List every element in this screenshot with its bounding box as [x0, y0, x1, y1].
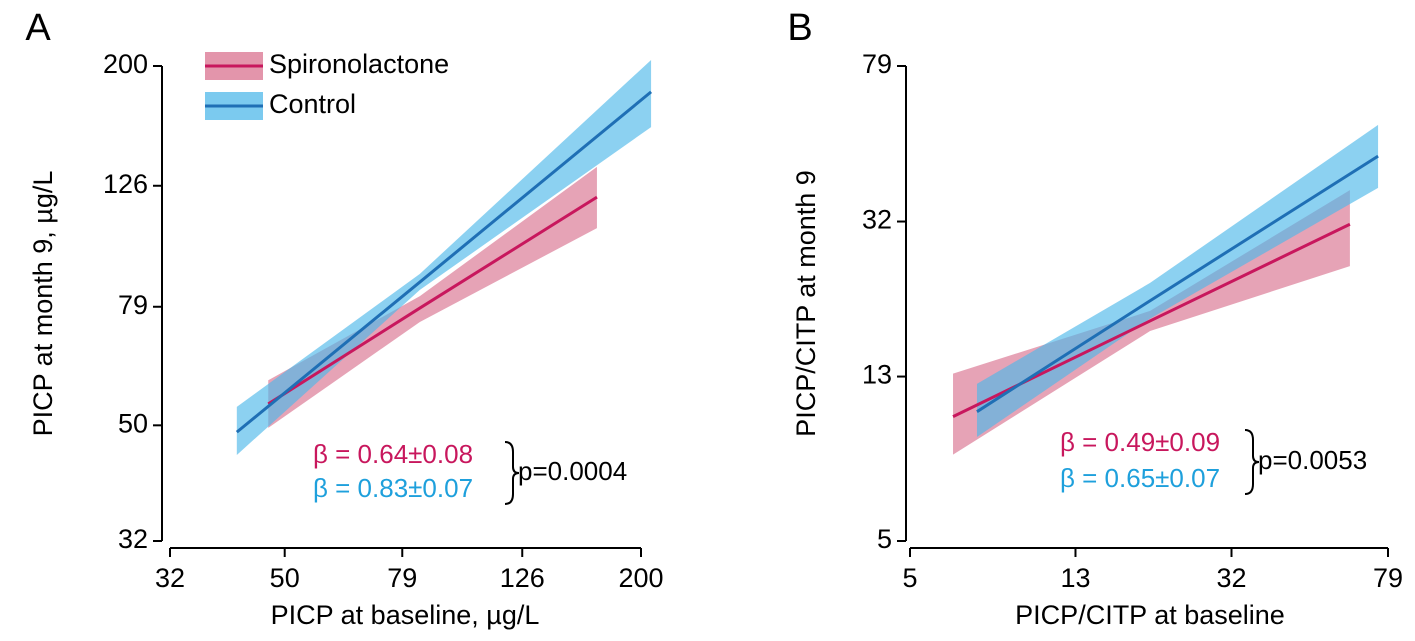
x-tick-label: 5: [902, 563, 917, 593]
panel-letter: A: [25, 7, 51, 49]
y-axis-label: PICP at month 9, µg/L: [28, 171, 58, 437]
x-tick-label: 79: [1373, 563, 1403, 593]
regression-line: [976, 154, 1379, 413]
y-tick-label: 13: [862, 360, 892, 390]
x-tick-label: 79: [387, 563, 417, 593]
confidence-band: [236, 59, 652, 455]
y-tick-label: 79: [118, 290, 148, 320]
annotation: p=0.0004: [518, 456, 627, 486]
annotation: p=0.0053: [1258, 445, 1367, 475]
y-tick-label: 5: [877, 524, 892, 554]
x-tick-label: 32: [1216, 563, 1246, 593]
x-axis-label: PICP at baseline, µg/L: [271, 600, 540, 630]
y-tick-label: 32: [862, 205, 892, 235]
annotation: β = 0.49±0.09: [1060, 427, 1220, 457]
confidence-band: [268, 166, 597, 428]
y-tick-label: 200: [103, 49, 148, 79]
y-tick-label: 32: [118, 524, 148, 554]
legend-label: Spironolactone: [269, 49, 449, 79]
y-tick-label: 126: [103, 169, 148, 199]
x-tick-label: 32: [155, 563, 185, 593]
x-tick-label: 200: [618, 563, 663, 593]
y-tick-label: 50: [118, 408, 148, 438]
confidence-band: [976, 124, 1379, 437]
annotation: β = 0.83±0.07: [313, 473, 473, 503]
panel-letter: B: [787, 7, 812, 49]
x-tick-label: 126: [500, 563, 545, 593]
y-axis-label: PICP/CITP at month 9: [791, 170, 821, 437]
x-axis-label: PICP/CITP at baseline: [1015, 600, 1285, 630]
x-tick-label: 50: [270, 563, 300, 593]
x-tick-label: 13: [1060, 563, 1090, 593]
y-tick-label: 79: [862, 49, 892, 79]
brace: [1244, 429, 1260, 495]
brace: [504, 441, 520, 505]
annotation: β = 0.64±0.08: [313, 439, 473, 469]
annotation: β = 0.65±0.07: [1060, 463, 1220, 493]
regression-line: [235, 90, 653, 434]
regression-line: [267, 195, 598, 406]
legend-label: Control: [269, 89, 356, 119]
